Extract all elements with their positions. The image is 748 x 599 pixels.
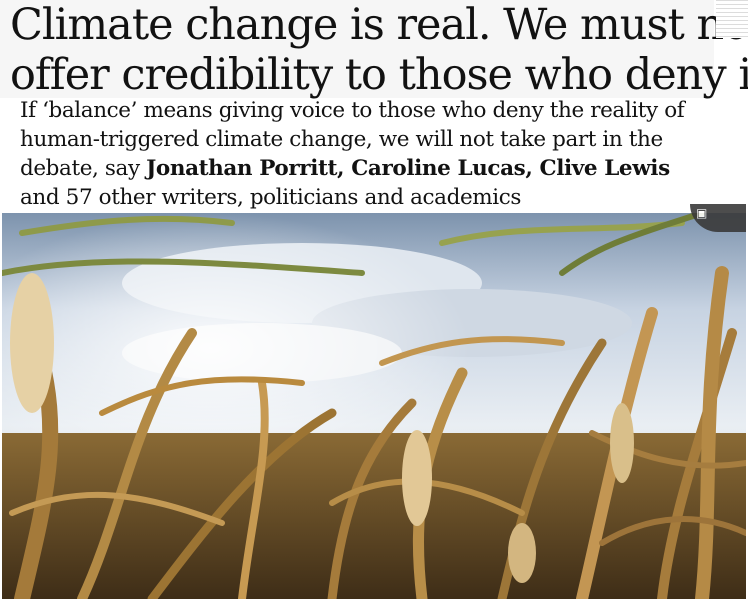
corn-ears xyxy=(10,273,634,583)
headline-block: Climate change is real. We must not offe… xyxy=(0,0,748,100)
article-photo[interactable] xyxy=(2,213,746,599)
standfirst-line-2: human-triggered climate change, we will … xyxy=(20,127,663,152)
author-names[interactable]: Jonathan Porritt, Caroline Lucas, Clive … xyxy=(146,156,670,181)
standfirst-prefix: debate, say xyxy=(20,156,147,181)
headline-line-1: Climate change is real. We must not xyxy=(10,0,748,50)
standfirst-line-1: If ‘balance’ means giving voice to those… xyxy=(20,98,685,123)
standfirst-line-4: and 57 other writers, politicians and ac… xyxy=(20,185,522,210)
standfirst: If ‘balance’ means giving voice to those… xyxy=(20,96,720,212)
gallery-badge[interactable]: ▣ xyxy=(690,204,746,232)
decorative-hatch xyxy=(716,0,748,38)
corn-leaves xyxy=(2,213,746,546)
headline-line-2: offer credibility to those who deny it xyxy=(10,50,748,100)
gallery-icon: ▣ xyxy=(696,206,708,220)
standfirst-line-3: debate, say Jonathan Porritt, Caroline L… xyxy=(20,154,720,183)
